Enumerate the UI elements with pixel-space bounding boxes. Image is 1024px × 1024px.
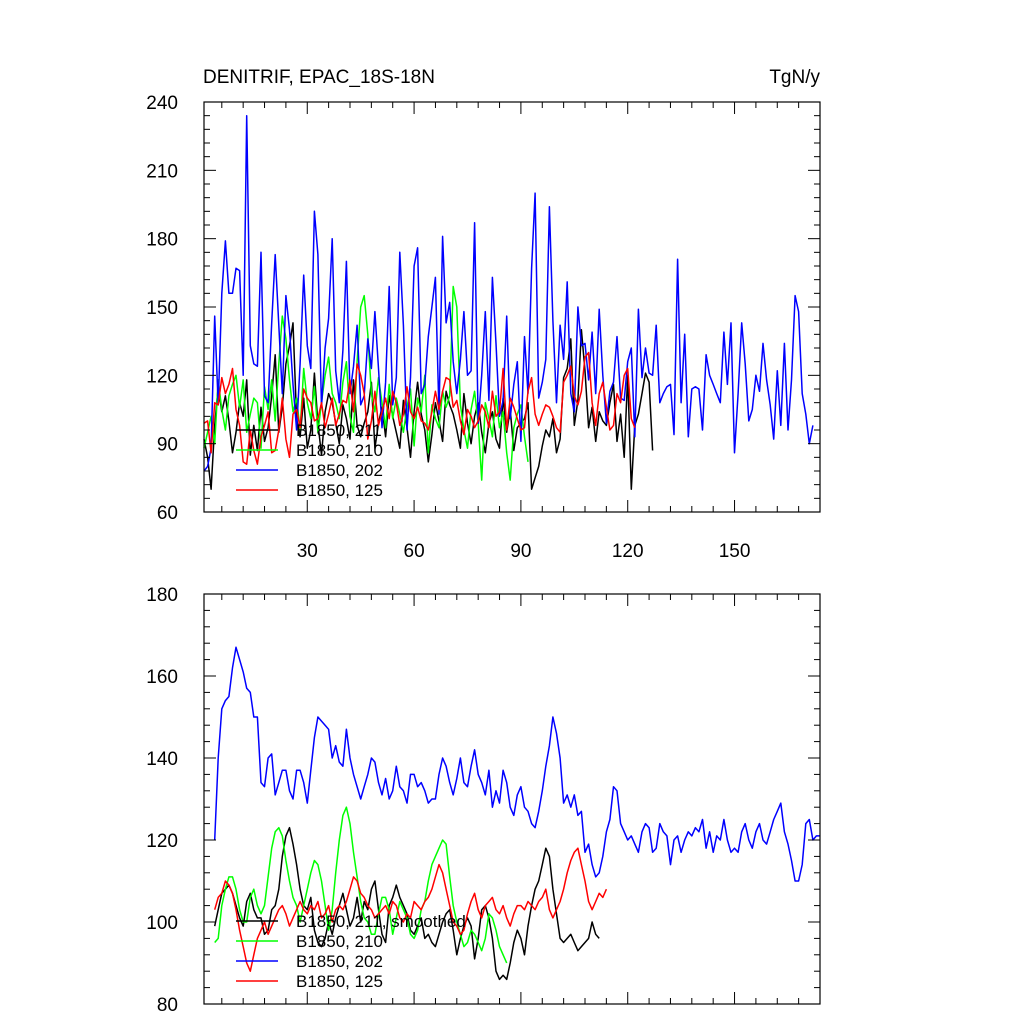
x-tick-label: 90 (510, 541, 531, 562)
legend-label-0-0: B1850, 211 (296, 421, 382, 440)
series-line-1-1 (214, 806, 508, 964)
y-tick-label: 160 (146, 667, 178, 688)
x-tick-label: 60 (404, 541, 425, 562)
y-tick-label: 100 (146, 913, 178, 934)
y-tick-label: 120 (146, 366, 178, 387)
y-tick-label: 80 (157, 995, 178, 1016)
legend-label-1-1: B1850, 210 (296, 932, 383, 951)
series-line-1-2 (213, 646, 820, 882)
legend-label-1-2: B1850, 202 (296, 952, 383, 971)
y-tick-label: 90 (157, 435, 178, 456)
y-tick-label: 150 (146, 298, 178, 319)
legend-label-1-0: B1850, 211, smoothed (296, 912, 466, 931)
plot-frame-1 (203, 593, 821, 1005)
series-line-0-3 (203, 351, 636, 465)
y-tick-label: 180 (146, 230, 178, 251)
chart-title: DENITRIF, EPAC_18S-18N (203, 67, 435, 88)
x-tick-label: 30 (297, 541, 318, 562)
top-panel: 60 90 120 150 180 210 240 30 60 90 120 150 B1850, 21… (146, 93, 821, 562)
legend-label-0-2: B1850, 202 (296, 461, 383, 480)
series-line-1-3 (213, 847, 608, 972)
x-tick-label: 120 (612, 541, 644, 562)
series-line-0-2 (203, 114, 814, 472)
legend-label-1-3: B1850, 125 (296, 972, 383, 991)
series-line-1-0 (213, 826, 600, 981)
y-tick-label: 120 (146, 831, 178, 852)
x-tick-label: 150 (719, 541, 751, 562)
chart-units: TgN/y (769, 67, 820, 88)
legend-label-0-1: B1850, 210 (296, 441, 383, 460)
y-tick-label: 210 (146, 161, 178, 182)
y-tick-label: 60 (157, 503, 178, 524)
legend-label-0-3: B1850, 125 (296, 481, 383, 500)
series-line-0-1 (203, 285, 529, 481)
y-tick-label: 240 (146, 93, 178, 114)
y-tick-label: 140 (146, 749, 178, 770)
y-tick-label: 180 (146, 585, 178, 606)
